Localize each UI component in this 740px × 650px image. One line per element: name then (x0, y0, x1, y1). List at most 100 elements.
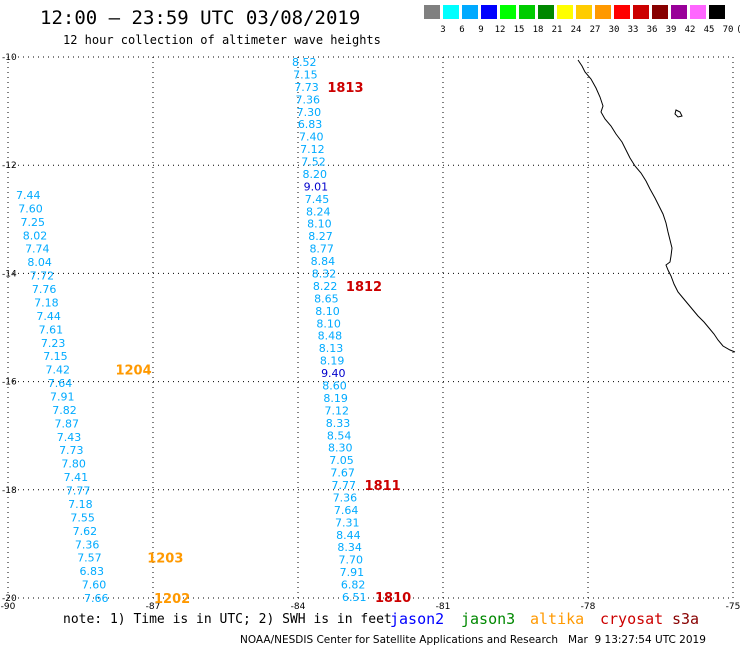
color-scale-label: 27 (589, 25, 601, 35)
wave-height-value: 8.54 (327, 429, 352, 442)
color-scale-label: 45 (703, 25, 715, 35)
wave-height-value: 8.19 (320, 355, 345, 368)
satellite-jason3: jason3 (461, 610, 516, 628)
color-swatch (519, 5, 535, 19)
wave-height-value: 7.64 (334, 504, 359, 517)
time-label: 1810 (375, 591, 411, 606)
lon-label: -81 (436, 602, 451, 612)
wave-height-value: 8.33 (326, 417, 351, 430)
wave-height-value: 7.15 (43, 350, 67, 363)
satellite-s3a: s3a (672, 610, 700, 628)
wave-height-value: 7.43 (57, 431, 82, 444)
wave-height-value: 8.77 (309, 243, 334, 256)
wave-height-value: 7.70 (339, 554, 364, 567)
color-scale-label: 24 (570, 25, 582, 35)
color-swatch (424, 5, 440, 19)
wave-height-value: 6.83 (79, 565, 104, 578)
wave-height-value: 7.91 (50, 391, 75, 404)
wave-height-value: 7.64 (48, 377, 73, 390)
color-scale-label: 6 (459, 25, 465, 35)
color-scale-label: 42 (684, 25, 696, 35)
color-swatch (481, 5, 497, 19)
wave-height-value: 8.34 (337, 541, 362, 554)
wave-height-value: 9.01 (304, 180, 329, 193)
wave-height-value: 8.02 (23, 229, 48, 242)
color-swatch (671, 5, 687, 19)
axis-labels: -10 -12 -14 -16 -18 -20-90 -87 -84 -81 -78 -75 (1, 53, 740, 612)
lon-label: -78 (581, 602, 596, 612)
lat-label: -12 (2, 161, 17, 171)
wave-height-value: 8.27 (308, 230, 333, 243)
wave-height-value: 8.04 (27, 256, 52, 269)
wave-height-value: 7.18 (68, 498, 93, 511)
wave-height-value: 7.73 (294, 81, 319, 94)
wave-height-value: 7.52 (301, 156, 326, 169)
lat-label: -16 (2, 378, 17, 388)
color-swatch (557, 5, 573, 19)
color-swatch (500, 5, 516, 19)
wave-height-value: 7.12 (300, 143, 325, 156)
color-swatch (633, 5, 649, 19)
credit-line: NOAA/NESDIS Center for Satellite Applica… (240, 634, 706, 646)
color-scale-label: 12 (494, 25, 506, 35)
color-scale-label: 3 (440, 25, 446, 35)
satellite-cryosat: cryosat (600, 610, 664, 628)
wave-height-value: 7.91 (340, 566, 365, 579)
lon-label: -87 (146, 602, 161, 612)
wave-height-value: 8.10 (307, 218, 332, 231)
wave-height-value: 7.18 (34, 296, 59, 309)
satellite-altika: altika (530, 610, 585, 628)
wave-height-value: 8.10 (315, 305, 340, 318)
wave-height-value: 7.67 (330, 467, 355, 480)
wave-height-value: 6.51 (342, 591, 367, 604)
wave-height-value: 7.05 (329, 454, 354, 467)
color-scale-label: 39 (665, 25, 677, 35)
lat-label: -18 (2, 486, 17, 496)
wave-height-value: 7.36 (295, 93, 320, 106)
wave-height-value: 8.22 (313, 280, 338, 293)
color-scale-label: 33 (627, 25, 639, 35)
wave-height-value: 8.48 (318, 330, 343, 343)
wave-height-value: 9.40 (321, 367, 346, 380)
page-subtitle: 12 hour collection of altimeter wave hei… (63, 33, 381, 47)
wave-height-value: 7.77 (66, 485, 91, 498)
lon-label: -90 (1, 602, 16, 612)
wave-height-value: 7.66 (84, 592, 109, 605)
map-grid (7, 56, 734, 599)
wave-height-value: 8.65 (314, 292, 339, 305)
wave-height-value: 8.19 (323, 392, 348, 405)
lon-label: -75 (726, 602, 740, 612)
wave-height-value: 7.45 (305, 193, 330, 206)
color-swatch (614, 5, 630, 19)
wave-height-value: 7.36 (75, 538, 100, 551)
wave-height-value: 8.30 (328, 442, 353, 455)
color-swatch (576, 5, 592, 19)
time-label: 1811 (365, 479, 401, 494)
wave-height-value: 7.62 (73, 525, 98, 538)
wave-height-value: 7.61 (39, 323, 64, 336)
color-swatch (690, 5, 706, 19)
page-title: 12:00 — 23:59 UTC 03/08/2019 (40, 7, 361, 29)
color-swatch (652, 5, 668, 19)
coastline-path (577, 59, 736, 353)
wave-height-value: 7.80 (61, 458, 85, 471)
wave-height-value: 7.44 (16, 189, 41, 202)
wave-height-value: 7.30 (297, 106, 322, 119)
wave-height-value: 7.25 (21, 216, 46, 229)
footer-note: note: 1) Time is in UTC; 2) SWH is in fe… (63, 612, 392, 627)
wave-height-value: 7.41 (64, 471, 89, 484)
wave-height-value: 8.60 (322, 379, 347, 392)
time-label: 1203 (147, 552, 183, 567)
time-label: 1202 (154, 592, 190, 607)
wave-height-value: 7.60 (18, 202, 43, 215)
lat-label: -20 (2, 594, 17, 604)
time-label: 1204 (115, 364, 151, 379)
satellite-jason2: jason2 (390, 610, 445, 628)
color-scale-label: 30 (608, 25, 620, 35)
wave-height-value: 7.23 (41, 337, 66, 350)
time-label: 1813 (327, 81, 363, 96)
coastline (577, 59, 736, 353)
color-scale-label: 21 (551, 25, 563, 35)
altimeter-tracks: 7.447.607.258.027.748.047.727.767.187.44… (16, 56, 411, 607)
